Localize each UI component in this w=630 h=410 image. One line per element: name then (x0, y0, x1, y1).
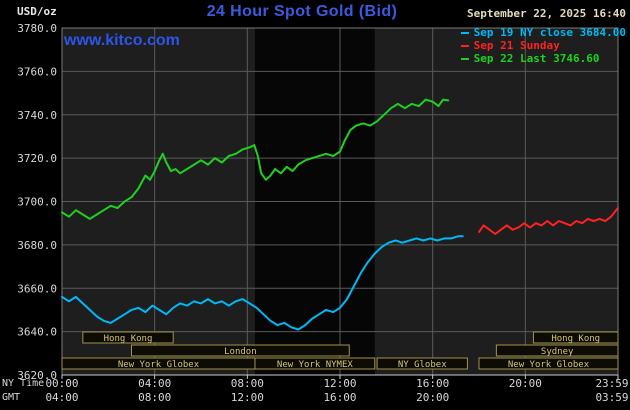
legend-swatch (460, 31, 469, 34)
y-tick-label: 3660.0 (17, 282, 57, 295)
x-tick-label-ny: 16:00 (416, 377, 449, 390)
session-label: London (224, 347, 257, 357)
chart-datetime: September 22, 2025 16:40 (467, 7, 626, 20)
y-tick-label: 3620.0 (17, 369, 57, 382)
x-tick-label-gmt: 03:59 (595, 391, 628, 404)
y-tick-label: 3760.0 (17, 65, 57, 78)
session-label: New York Globex (118, 360, 200, 370)
session-label: New York NYMEX (277, 360, 353, 370)
x-tick-label-gmt: 04:00 (45, 391, 78, 404)
legend-label: Sep 19 NY close 3684.00 (473, 26, 626, 39)
legend-swatch (460, 57, 469, 60)
x-tick-label-ny: 23:59 (595, 377, 628, 390)
session-box (532, 331, 619, 344)
y-tick-label: 3700.0 (17, 196, 57, 209)
y-tick-label: 3720.0 (17, 152, 57, 165)
units-label: USD/oz (17, 5, 57, 18)
series-line-1 (61, 235, 464, 331)
page-title: 24 Hour Spot Gold (Bid) (206, 3, 398, 20)
kitco-link[interactable]: www.kitco.com (64, 32, 180, 49)
legend-item: Sep 21 Sunday (460, 39, 626, 52)
x-tick-label-ny: 12:00 (323, 377, 356, 390)
legend: Sep 19 NY close 3684.00 Sep 21 Sunday Se… (460, 26, 626, 65)
x-tick-label-gmt: 12:00 (231, 391, 264, 404)
ny-time-axis-label: NY Time (2, 378, 45, 389)
session-box (254, 357, 376, 370)
session-label: Sydney (541, 347, 574, 357)
x-tick-label-ny: 00:00 (45, 377, 78, 390)
gmt-axis-label: GMT (2, 392, 21, 403)
session-box (82, 331, 174, 344)
session-label: New York Globex (508, 360, 590, 370)
x-tick-label-ny: 20:00 (509, 377, 542, 390)
y-tick-label: 3640.0 (17, 326, 57, 339)
legend-swatch (460, 44, 469, 47)
x-tick-label-gmt: 20:00 (416, 391, 449, 404)
legend-label: Sep 21 Sunday (473, 39, 560, 52)
x-tick-label-gmt: 16:00 (323, 391, 356, 404)
x-tick-label-ny: 04:00 (138, 377, 171, 390)
legend-item: Sep 19 NY close 3684.00 (460, 26, 626, 39)
y-tick-label: 3680.0 (17, 239, 57, 252)
series-line-3 (61, 98, 450, 220)
session-label: NY Globex (398, 360, 447, 370)
session-box (376, 357, 468, 370)
legend-label: Sep 22 Last 3746.60 (473, 52, 600, 65)
x-tick-label-ny: 08:00 (231, 377, 264, 390)
session-box (131, 344, 350, 357)
legend-item: Sep 22 Last 3746.60 (460, 52, 626, 65)
series-line-2 (478, 207, 619, 235)
session-label: Hong Kong (551, 334, 600, 344)
y-tick-label: 3740.0 (17, 109, 57, 122)
session-box (478, 357, 619, 370)
session-box (495, 344, 619, 357)
session-label: Hong Kong (104, 334, 153, 344)
y-tick-label: 3780.0 (17, 22, 57, 35)
x-tick-label-gmt: 08:00 (138, 391, 171, 404)
